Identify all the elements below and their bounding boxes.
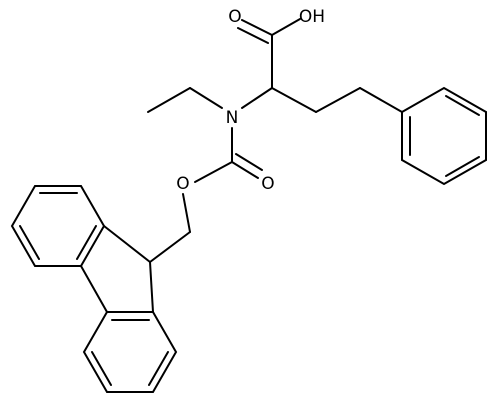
atom-label: O [176, 174, 189, 194]
atom-label: O [261, 174, 274, 194]
atom-label: N [226, 108, 239, 128]
atom-label: O [228, 7, 241, 27]
bonds [10, 18, 487, 393]
atom-label: OH [299, 7, 325, 27]
